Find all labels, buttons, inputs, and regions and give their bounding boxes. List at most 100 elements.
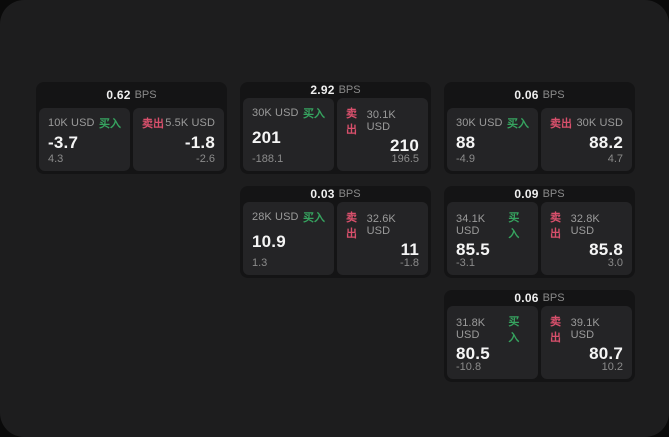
buy-delta-value: 4.3 [48, 153, 64, 165]
card-body: 31.8K USD 买入 80.5 -10.8 卖出 39.1K USD 80.… [447, 306, 632, 379]
card-body: 30K USD 买入 88 -4.9 卖出 30K USD 88.2 4.7 [447, 108, 632, 171]
buy-tile-top-row: 10K USD 买入 [48, 115, 121, 131]
buy-amount-label: 30K USD [252, 107, 299, 119]
quote-card: 0.06 BPS 30K USD 买入 88 -4.9 卖出 30K USD 8… [444, 82, 635, 174]
sell-main-value: 88.2 [589, 133, 623, 152]
quote-card: 2.92 BPS 30K USD 买入 201 -188.1 卖出 30.1K … [240, 82, 431, 174]
sell-amount-label: 30K USD [576, 117, 623, 129]
card-header: 0.62 BPS [39, 82, 224, 108]
bps-value: 2.92 [310, 83, 335, 97]
quote-card: 0.06 BPS 31.8K USD 买入 80.5 -10.8 卖出 39.1… [444, 290, 635, 382]
buy-main-value: 85.5 [456, 240, 490, 259]
quote-cards-grid: 0.62 BPS 10K USD 买入 -3.7 4.3 卖出 5.5K USD… [36, 82, 635, 382]
buy-tile-top-row: 30K USD 买入 [252, 105, 325, 121]
buy-quote-tile[interactable]: 28K USD 买入 10.9 1.3 [243, 202, 334, 275]
sell-main-value: 210 [390, 136, 419, 155]
buy-amount-label: 28K USD [252, 211, 299, 223]
buy-side-tag: 买入 [303, 212, 325, 224]
card-body: 34.1K USD 买入 85.5 -3.1 卖出 32.8K USD 85.8… [447, 202, 632, 275]
buy-main-value: 80.5 [456, 344, 490, 363]
bps-value: 0.06 [514, 88, 539, 102]
sell-side-tag: 卖出 [346, 212, 357, 240]
buy-quote-tile[interactable]: 30K USD 买入 201 -188.1 [243, 98, 334, 171]
quote-card: 0.62 BPS 10K USD 买入 -3.7 4.3 卖出 5.5K USD… [36, 82, 227, 174]
sell-delta-value: 4.7 [607, 153, 623, 165]
buy-delta-value: -10.8 [456, 361, 482, 373]
buy-amount-label: 31.8K USD [456, 317, 486, 341]
bps-unit: BPS [542, 89, 565, 101]
buy-amount-label: 34.1K USD [456, 213, 486, 237]
card-body: 28K USD 买入 10.9 1.3 卖出 32.6K USD 11 -1.8 [243, 202, 428, 275]
sell-main-value: 80.7 [589, 344, 623, 363]
buy-quote-tile[interactable]: 10K USD 买入 -3.7 4.3 [39, 108, 130, 171]
bps-value: 0.62 [106, 88, 131, 102]
sell-quote-tile[interactable]: 卖出 32.8K USD 85.8 3.0 [541, 202, 632, 275]
quote-card: 0.09 BPS 34.1K USD 买入 85.5 -3.1 卖出 32.8K… [444, 186, 635, 278]
buy-quote-tile[interactable]: 30K USD 买入 88 -4.9 [447, 108, 538, 171]
sell-main-value: 11 [400, 240, 419, 259]
sell-tile-top-row: 卖出 32.6K USD [346, 209, 419, 241]
card-body: 30K USD 买入 201 -188.1 卖出 30.1K USD 210 1… [243, 98, 428, 171]
bps-unit: BPS [134, 89, 157, 101]
buy-delta-value: 1.3 [252, 257, 268, 269]
buy-tile-top-row: 30K USD 买入 [456, 115, 529, 131]
buy-side-tag: 买入 [303, 108, 325, 120]
bps-value: 0.06 [514, 291, 539, 305]
sell-delta-value: 10.2 [601, 361, 623, 373]
buy-side-tag: 买入 [508, 316, 520, 344]
sell-quote-tile[interactable]: 卖出 32.6K USD 11 -1.8 [337, 202, 428, 275]
buy-amount-label: 30K USD [456, 117, 503, 129]
buy-tile-top-row: 28K USD 买入 [252, 209, 325, 225]
buy-amount-label: 10K USD [48, 117, 95, 129]
buy-side-tag: 买入 [508, 212, 520, 240]
buy-main-value: 10.9 [252, 232, 286, 251]
sell-delta-value: 196.5 [391, 153, 419, 165]
buy-tile-top-row: 31.8K USD 买入 [456, 313, 529, 345]
sell-side-tag: 卖出 [142, 118, 164, 130]
sell-amount-label: 32.8K USD [570, 213, 600, 237]
sell-tile-top-row: 卖出 32.8K USD [550, 209, 623, 241]
sell-delta-value: 3.0 [607, 257, 623, 269]
sell-quote-tile[interactable]: 卖出 5.5K USD -1.8 -2.6 [133, 108, 224, 171]
sell-amount-label: 5.5K USD [165, 117, 215, 129]
sell-quote-tile[interactable]: 卖出 30.1K USD 210 196.5 [337, 98, 428, 171]
buy-delta-value: -4.9 [456, 153, 475, 165]
bps-unit: BPS [338, 188, 361, 200]
sell-side-tag: 卖出 [550, 316, 561, 344]
buy-quote-tile[interactable]: 31.8K USD 买入 80.5 -10.8 [447, 306, 538, 379]
card-header: 0.06 BPS [447, 82, 632, 108]
buy-side-tag: 买入 [99, 118, 121, 130]
buy-main-value: -3.7 [48, 133, 79, 152]
sell-delta-value: -2.6 [196, 153, 215, 165]
card-header: 2.92 BPS [243, 82, 428, 98]
card-body: 10K USD 买入 -3.7 4.3 卖出 5.5K USD -1.8 -2.… [39, 108, 224, 171]
sell-tile-top-row: 卖出 30.1K USD [346, 105, 419, 137]
sell-main-value: -1.8 [184, 133, 215, 152]
card-header: 0.06 BPS [447, 290, 632, 306]
card-header: 0.03 BPS [243, 186, 428, 202]
sell-tile-top-row: 卖出 39.1K USD [550, 313, 623, 345]
sell-side-tag: 卖出 [550, 118, 572, 130]
sell-tile-top-row: 卖出 5.5K USD [142, 115, 215, 131]
bps-value: 0.03 [310, 187, 335, 201]
buy-main-value: 201 [252, 128, 281, 147]
sell-quote-tile[interactable]: 卖出 39.1K USD 80.7 10.2 [541, 306, 632, 379]
sell-delta-value: -1.8 [400, 257, 419, 269]
bps-value: 0.09 [514, 187, 539, 201]
bps-unit: BPS [338, 84, 361, 96]
buy-quote-tile[interactable]: 34.1K USD 买入 85.5 -3.1 [447, 202, 538, 275]
buy-delta-value: -3.1 [456, 257, 475, 269]
sell-tile-top-row: 卖出 30K USD [550, 115, 623, 131]
bps-unit: BPS [542, 292, 565, 304]
buy-tile-top-row: 34.1K USD 买入 [456, 209, 529, 241]
sell-amount-label: 39.1K USD [570, 317, 600, 341]
quote-card: 0.03 BPS 28K USD 买入 10.9 1.3 卖出 32.6K US… [240, 186, 431, 278]
sell-quote-tile[interactable]: 卖出 30K USD 88.2 4.7 [541, 108, 632, 171]
sell-main-value: 85.8 [589, 240, 623, 259]
buy-side-tag: 买入 [507, 118, 529, 130]
sell-amount-label: 32.6K USD [366, 213, 396, 237]
bps-unit: BPS [542, 188, 565, 200]
card-header: 0.09 BPS [447, 186, 632, 202]
sell-side-tag: 卖出 [550, 212, 561, 240]
